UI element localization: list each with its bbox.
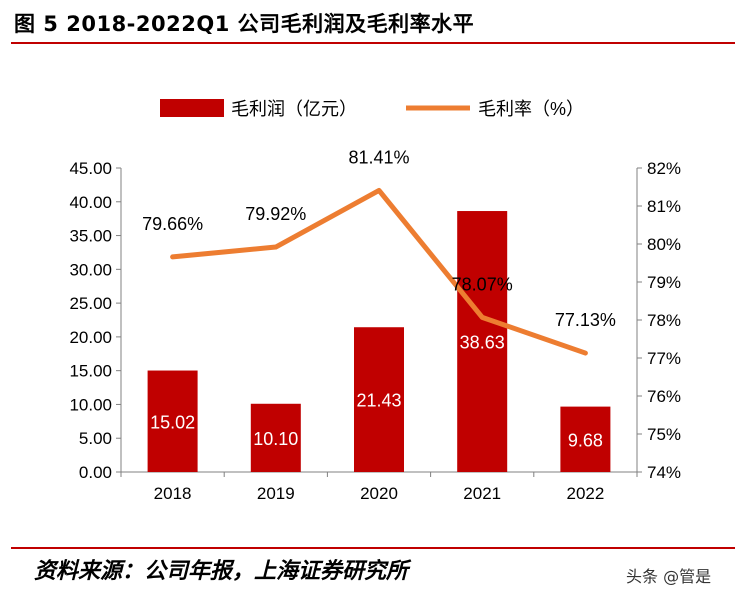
right-axis-tick-label: 80% xyxy=(647,235,681,254)
left-axis-tick-label: 0.00 xyxy=(79,463,112,482)
chart-legend: 毛利润（亿元） 毛利率（%） xyxy=(160,99,584,119)
bar-value-label: 15.02 xyxy=(150,412,195,432)
bar-value-label: 10.10 xyxy=(253,429,298,449)
line-value-label: 77.13% xyxy=(555,310,616,330)
bar-2022 xyxy=(560,406,611,472)
line-value-label: 79.66% xyxy=(142,214,203,234)
bar-series xyxy=(147,211,611,472)
left-axis-tick-label: 20.00 xyxy=(69,328,112,347)
right-axis-tick-label: 74% xyxy=(647,463,681,482)
line-value-label: 79.92% xyxy=(245,204,306,224)
line-series xyxy=(170,187,588,356)
right-axis-tick-label: 76% xyxy=(647,387,681,406)
title-divider xyxy=(11,42,735,44)
left-axis-tick-label: 35.00 xyxy=(69,227,112,246)
right-axis-tick-label: 79% xyxy=(647,273,681,292)
line-margin-rate xyxy=(170,187,588,356)
x-axis-tick-label: 2022 xyxy=(566,484,604,503)
bar-2021 xyxy=(457,211,508,472)
bar-2018 xyxy=(147,370,198,472)
left-axis-tick-label: 25.00 xyxy=(69,294,112,313)
chart-axes: 0.00 5.00 10.00 15.00 20.00 25.00 30.00 35.00 40… xyxy=(69,159,681,503)
legend-bar-swatch xyxy=(160,99,224,117)
bar-value-label: 21.43 xyxy=(356,391,401,411)
line-value-label: 78.07% xyxy=(452,274,513,294)
legend-line-label: 毛利率（%） xyxy=(478,99,584,119)
source-note: 资料来源：公司年报，上海证券研究所 xyxy=(34,559,409,584)
bar-value-label: 9.68 xyxy=(568,430,603,450)
data-labels: 15.02 10.10 21.43 38.63 9.68 79.66% 79.92% 81.4… xyxy=(142,147,616,450)
left-axis-tick-label: 30.00 xyxy=(69,260,112,279)
left-axis-tick-label: 10.00 xyxy=(69,395,112,414)
line-value-label: 81.41% xyxy=(348,147,409,167)
right-axis-tick-label: 82% xyxy=(647,159,681,178)
bar-value-label: 38.63 xyxy=(460,333,505,353)
right-axis-tick-label: 81% xyxy=(647,197,681,216)
chart-area: 毛利润（亿元） 毛利率（%） 0.00 5.00 10.00 15.00 20.00 25.… xyxy=(69,99,681,503)
left-axis-tick-label: 45.00 xyxy=(69,159,112,178)
left-axis-tick-label: 15.00 xyxy=(69,362,112,381)
watermark: 头条 @管是 xyxy=(626,567,712,586)
bar-2020 xyxy=(354,327,404,472)
x-axis-tick-label: 2021 xyxy=(463,484,501,503)
right-axis-tick-label: 77% xyxy=(647,349,681,368)
figure-title: 图 5 2018-2022Q1 公司毛利润及毛利率水平 xyxy=(14,12,475,36)
right-axis-tick-label: 75% xyxy=(647,425,681,444)
source-divider xyxy=(11,547,735,549)
x-axis-tick-label: 2018 xyxy=(154,484,192,503)
left-axis-tick-label: 40.00 xyxy=(69,193,112,212)
legend-bar-label: 毛利润（亿元） xyxy=(231,99,357,119)
bar-2019 xyxy=(250,403,301,472)
left-axis-tick-label: 5.00 xyxy=(79,429,112,448)
right-axis-tick-label: 78% xyxy=(647,311,681,330)
x-axis-tick-label: 2019 xyxy=(257,484,295,503)
x-axis-tick-label: 2020 xyxy=(360,484,398,503)
